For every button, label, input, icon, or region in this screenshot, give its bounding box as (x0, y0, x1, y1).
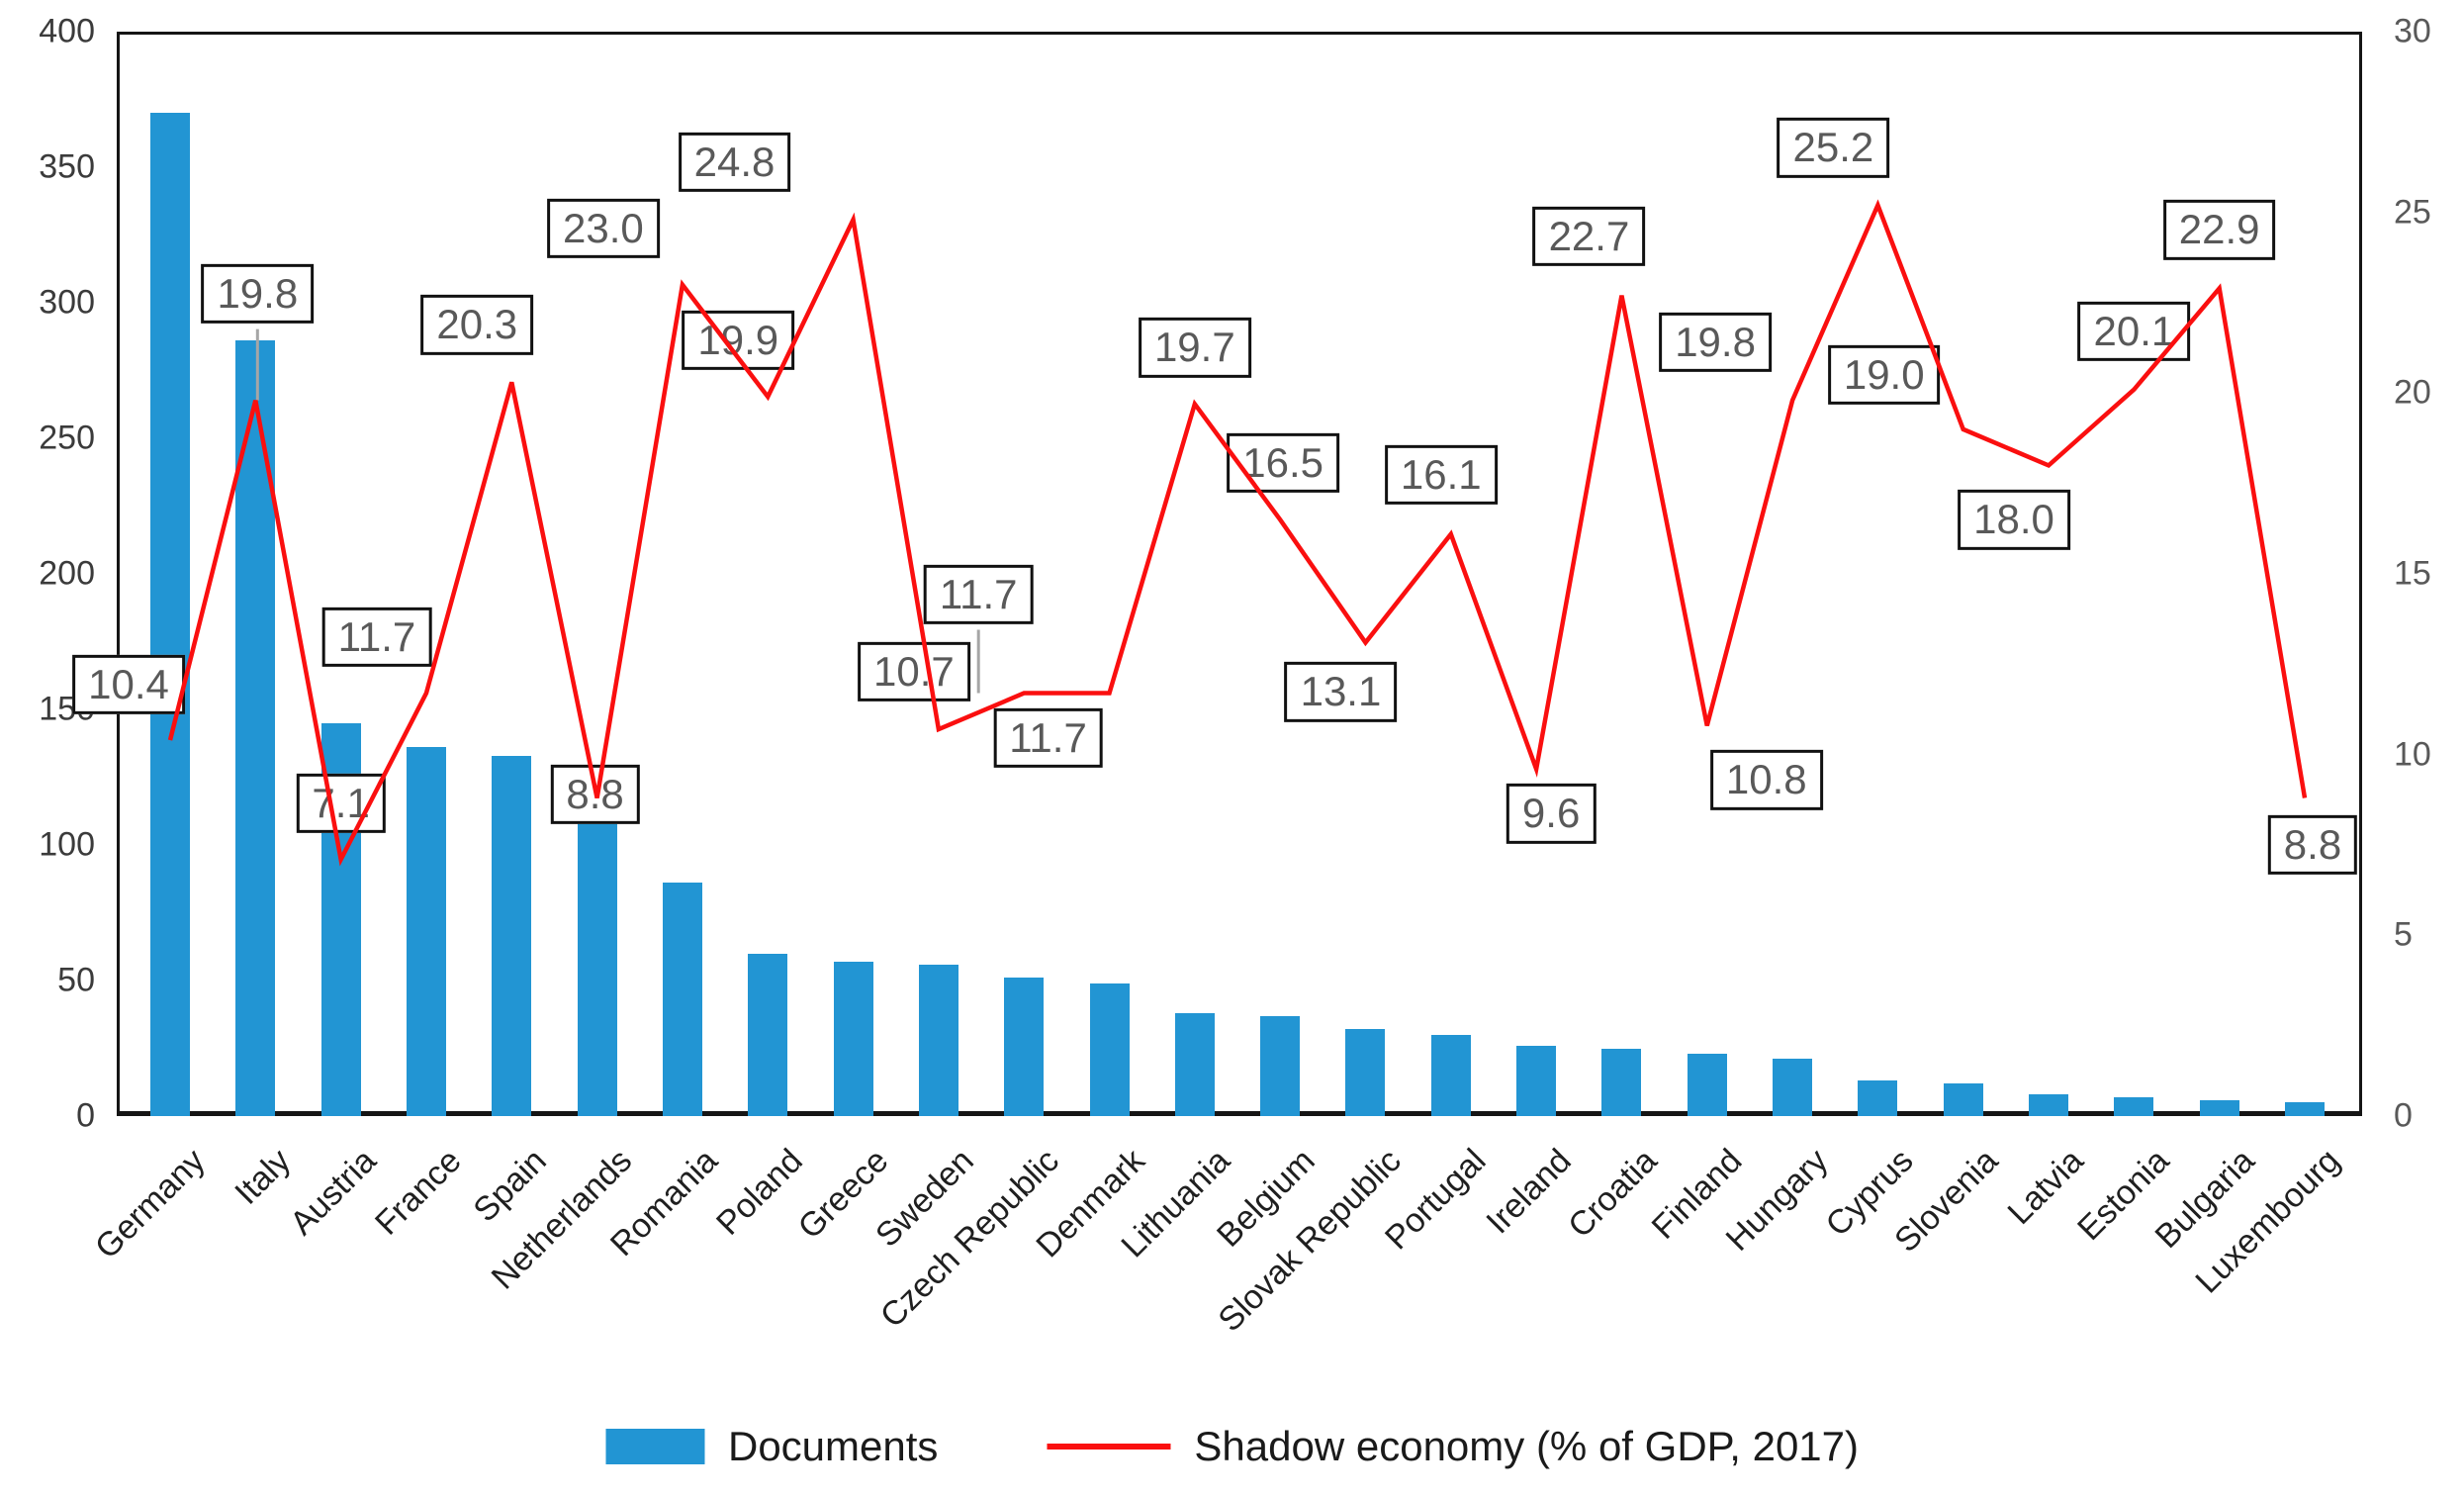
bar-estonia (2114, 1096, 2154, 1116)
data-label-portugal: 16.1 (1384, 444, 1498, 505)
bar-cyprus (1858, 1080, 1898, 1116)
data-label-lithuania: 19.7 (1138, 318, 1251, 378)
data-label-estonia: 20.1 (2077, 301, 2191, 361)
left-axis-tick: 50 (57, 961, 95, 999)
data-label-bulgaria: 22.9 (2162, 200, 2276, 260)
data-label-greece: 24.8 (678, 132, 791, 193)
bar-greece (833, 961, 873, 1116)
legend-label-shadow-economy: Shadow economy (% of GDP, 2017) (1194, 1423, 1860, 1469)
bar-lithuania (1174, 1012, 1215, 1116)
bar-croatia (1601, 1048, 1642, 1116)
data-label-slovenia: 19.0 (1827, 344, 1941, 406)
left-axis-tick: 100 (39, 825, 95, 864)
bar-slovenia (1943, 1083, 1983, 1116)
bar-germany (150, 113, 190, 1116)
data-label-italy: 19.8 (201, 263, 315, 324)
bar-poland (748, 953, 788, 1116)
data-label-denmark: 11.7 (993, 707, 1103, 768)
right-axis-tick: 30 (2394, 12, 2431, 50)
right-axis-tick: 25 (2394, 193, 2431, 232)
right-axis-tick: 15 (2394, 554, 2431, 593)
data-label-slovak-republic: 13.1 (1284, 662, 1398, 722)
bar-hungary (1773, 1059, 1813, 1116)
data-label-finland: 10.8 (1709, 750, 1823, 810)
data-label-latvia: 18.0 (1958, 490, 2070, 550)
data-label-spain: 20.3 (420, 295, 534, 355)
bar-ireland (1516, 1045, 1557, 1116)
bar-spain (492, 755, 532, 1116)
category-label-italy: Italy (228, 1142, 299, 1212)
data-label-sweden: 10.7 (858, 641, 970, 702)
data-label-hungary: 19.8 (1659, 312, 1772, 372)
legend-item-documents: Documents (604, 1423, 939, 1470)
right-axis-tick: 10 (2394, 735, 2431, 774)
bar-belgium (1260, 1015, 1301, 1116)
left-axis-tick: 0 (76, 1096, 95, 1135)
legend: Documents Shadow economy (% of GDP, 2017… (604, 1423, 1859, 1470)
bar-latvia (2029, 1094, 2069, 1116)
right-axis-tick: 20 (2394, 373, 2431, 412)
line-series-swatch (1047, 1444, 1171, 1450)
data-label-luxembourg: 8.8 (2267, 814, 2358, 875)
data-label-cyprus: 25.2 (1777, 118, 1890, 178)
left-axis-tick: 350 (39, 147, 95, 186)
right-axis-tick: 0 (2394, 1096, 2413, 1135)
category-label-poland: Poland (709, 1142, 811, 1243)
bar-denmark (1089, 982, 1130, 1116)
data-label-germany: 10.4 (72, 654, 185, 715)
data-label-ireland: 9.6 (1506, 784, 1597, 844)
bar-series-swatch (604, 1429, 704, 1464)
left-axis-tick: 200 (39, 554, 95, 593)
data-label-croatia: 22.7 (1532, 206, 1646, 266)
category-label-austria: Austria (282, 1142, 384, 1243)
data-label-czech-republic: 11.7 (923, 564, 1034, 624)
legend-label-documents: Documents (727, 1423, 939, 1469)
data-label-belgium: 16.5 (1227, 433, 1340, 494)
category-label-croatia: Croatia (1560, 1142, 1665, 1246)
legend-item-shadow-economy: Shadow economy (% of GDP, 2017) (1047, 1423, 1859, 1470)
data-label-france: 11.7 (321, 607, 432, 667)
left-axis-tick: 400 (39, 12, 95, 50)
bar-bulgaria (2199, 1099, 2239, 1116)
bar-luxembourg (2285, 1102, 2325, 1116)
bar-france (406, 747, 446, 1116)
data-label-netherlands: 8.8 (550, 764, 640, 824)
bar-romania (662, 883, 702, 1116)
category-label-ireland: Ireland (1479, 1142, 1579, 1242)
category-label-france: France (368, 1142, 469, 1243)
bar-portugal (1430, 1034, 1471, 1116)
bar-czech-republic (1004, 978, 1045, 1116)
bar-netherlands (577, 817, 617, 1116)
bar-slovak-republic (1345, 1029, 1386, 1116)
bar-italy (235, 340, 276, 1116)
bar-finland (1687, 1053, 1727, 1116)
left-axis-tick: 250 (39, 419, 95, 457)
left-axis-tick: 300 (39, 283, 95, 322)
bar-sweden (918, 964, 958, 1116)
category-label-germany: Germany (88, 1142, 213, 1266)
data-label-poland: 19.9 (682, 310, 795, 371)
plot-area-border (117, 32, 2362, 1116)
data-label-romania: 23.0 (547, 198, 660, 258)
data-label-austria: 7.1 (296, 773, 386, 833)
right-axis-tick: 5 (2394, 915, 2413, 954)
